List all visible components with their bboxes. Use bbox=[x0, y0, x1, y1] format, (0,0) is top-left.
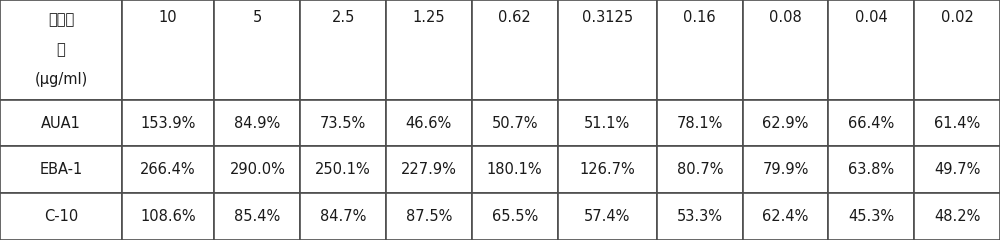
Text: 51.1%: 51.1% bbox=[584, 115, 630, 131]
Bar bbox=[386, 100, 472, 146]
Bar bbox=[828, 0, 914, 100]
Text: 87.5%: 87.5% bbox=[406, 209, 452, 224]
Bar bbox=[386, 146, 472, 193]
Text: 266.4%: 266.4% bbox=[140, 162, 196, 177]
Bar bbox=[122, 146, 214, 193]
Text: 79.9%: 79.9% bbox=[762, 162, 809, 177]
Bar bbox=[914, 100, 1000, 146]
Text: 65.5%: 65.5% bbox=[492, 209, 538, 224]
Text: 80.7%: 80.7% bbox=[677, 162, 723, 177]
Text: 227.9%: 227.9% bbox=[401, 162, 457, 177]
Bar bbox=[828, 100, 914, 146]
Text: 0.3125: 0.3125 bbox=[582, 10, 633, 25]
Text: AUA1: AUA1 bbox=[41, 115, 81, 131]
Text: 0.62: 0.62 bbox=[498, 10, 531, 25]
Text: 46.6%: 46.6% bbox=[406, 115, 452, 131]
Text: 1.25: 1.25 bbox=[413, 10, 445, 25]
Text: 0.02: 0.02 bbox=[941, 10, 974, 25]
Text: 抗体浓: 抗体浓 bbox=[48, 12, 74, 27]
Bar bbox=[0, 146, 122, 193]
Bar bbox=[828, 146, 914, 193]
Bar bbox=[657, 0, 743, 100]
Bar bbox=[214, 0, 300, 100]
Bar bbox=[214, 146, 300, 193]
Bar bbox=[300, 193, 386, 240]
Text: 48.2%: 48.2% bbox=[934, 209, 980, 224]
Bar bbox=[657, 100, 743, 146]
Text: 84.9%: 84.9% bbox=[234, 115, 280, 131]
Bar bbox=[472, 100, 558, 146]
Text: 85.4%: 85.4% bbox=[234, 209, 280, 224]
Text: 62.4%: 62.4% bbox=[762, 209, 809, 224]
Bar bbox=[122, 193, 214, 240]
Bar bbox=[472, 0, 558, 100]
Text: 5: 5 bbox=[253, 10, 262, 25]
Text: 250.1%: 250.1% bbox=[315, 162, 371, 177]
Text: 290.0%: 290.0% bbox=[229, 162, 285, 177]
Text: 62.9%: 62.9% bbox=[762, 115, 809, 131]
Bar bbox=[828, 193, 914, 240]
Bar bbox=[300, 0, 386, 100]
Bar bbox=[0, 193, 122, 240]
Text: 126.7%: 126.7% bbox=[579, 162, 635, 177]
Text: 10: 10 bbox=[159, 10, 177, 25]
Text: 73.5%: 73.5% bbox=[320, 115, 366, 131]
Bar bbox=[0, 0, 122, 100]
Bar bbox=[914, 146, 1000, 193]
Text: 53.3%: 53.3% bbox=[677, 209, 723, 224]
Bar bbox=[386, 193, 472, 240]
Text: 108.6%: 108.6% bbox=[140, 209, 196, 224]
Bar bbox=[472, 146, 558, 193]
Text: 61.4%: 61.4% bbox=[934, 115, 980, 131]
Bar bbox=[386, 0, 472, 100]
Bar bbox=[743, 146, 828, 193]
Bar bbox=[657, 146, 743, 193]
Bar bbox=[743, 0, 828, 100]
Bar bbox=[214, 100, 300, 146]
Text: 0.08: 0.08 bbox=[769, 10, 802, 25]
Text: 49.7%: 49.7% bbox=[934, 162, 980, 177]
Bar bbox=[214, 193, 300, 240]
Bar bbox=[558, 0, 657, 100]
Text: 度: 度 bbox=[57, 42, 65, 57]
Text: 0.04: 0.04 bbox=[855, 10, 888, 25]
Bar bbox=[558, 100, 657, 146]
Bar bbox=[122, 100, 214, 146]
Bar bbox=[914, 0, 1000, 100]
Bar bbox=[558, 193, 657, 240]
Text: 84.7%: 84.7% bbox=[320, 209, 366, 224]
Text: (μg/ml): (μg/ml) bbox=[34, 72, 88, 87]
Bar bbox=[122, 0, 214, 100]
Text: EBA-1: EBA-1 bbox=[39, 162, 83, 177]
Text: 0.16: 0.16 bbox=[683, 10, 716, 25]
Text: 45.3%: 45.3% bbox=[848, 209, 894, 224]
Text: 63.8%: 63.8% bbox=[848, 162, 894, 177]
Text: 180.1%: 180.1% bbox=[487, 162, 542, 177]
Text: C-10: C-10 bbox=[44, 209, 78, 224]
Bar bbox=[657, 193, 743, 240]
Bar bbox=[0, 100, 122, 146]
Bar bbox=[472, 193, 558, 240]
Bar bbox=[743, 193, 828, 240]
Bar bbox=[558, 146, 657, 193]
Bar bbox=[743, 100, 828, 146]
Text: 66.4%: 66.4% bbox=[848, 115, 894, 131]
Text: 2.5: 2.5 bbox=[331, 10, 355, 25]
Text: 153.9%: 153.9% bbox=[140, 115, 196, 131]
Text: 50.7%: 50.7% bbox=[491, 115, 538, 131]
Bar bbox=[914, 193, 1000, 240]
Text: 57.4%: 57.4% bbox=[584, 209, 630, 224]
Text: 78.1%: 78.1% bbox=[677, 115, 723, 131]
Bar bbox=[300, 146, 386, 193]
Bar bbox=[300, 100, 386, 146]
